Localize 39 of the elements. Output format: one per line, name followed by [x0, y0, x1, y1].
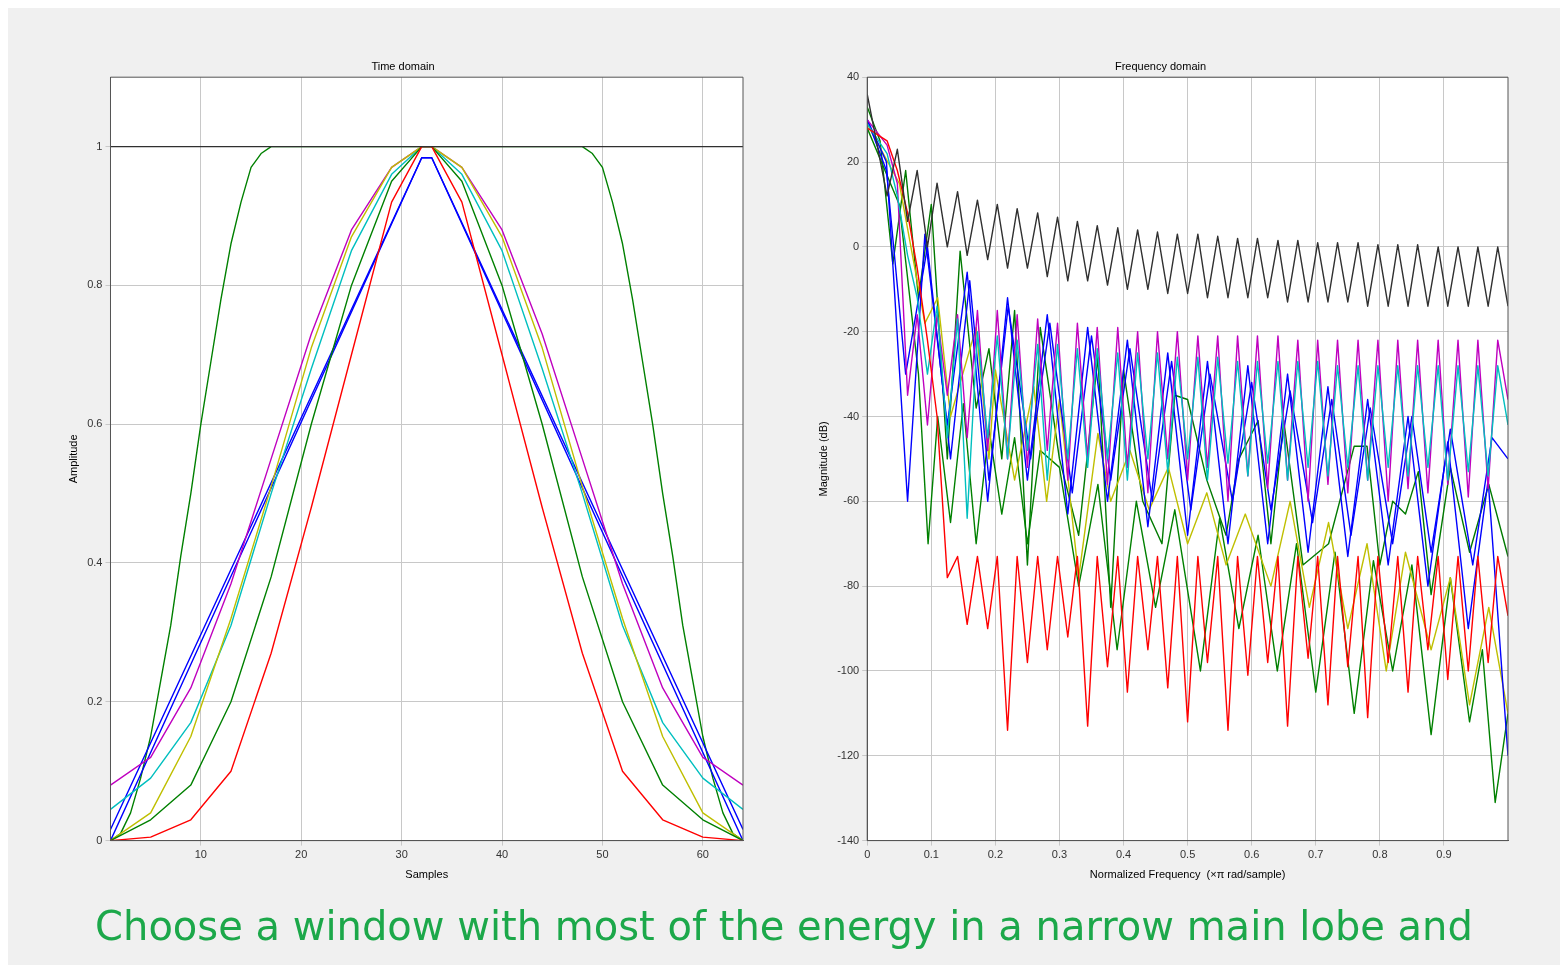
x-tick-label: 0.5	[1179, 848, 1196, 861]
x-axis-title: Samples	[405, 868, 449, 881]
x-tick-label: 0.3	[1051, 848, 1068, 861]
x-tick-label: 0.9	[1436, 848, 1452, 861]
x-tick-label: 0.7	[1308, 848, 1324, 861]
y-axis-title: Amplitude	[66, 434, 79, 484]
y-tick-label: 0.2	[87, 694, 103, 707]
y-tick-label: -80	[843, 579, 860, 592]
x-tick-label: 0.2	[987, 848, 1004, 861]
x-tick-label: 0.6	[1244, 848, 1260, 861]
y-tick-label: -20	[843, 324, 860, 337]
chart-title: Frequency domain	[1114, 59, 1207, 72]
y-tick-label: 40	[846, 70, 860, 83]
y-tick-label: 0.8	[87, 278, 103, 291]
x-tick-label: 60	[696, 848, 709, 861]
x-tick-label: 0	[864, 848, 871, 861]
x-tick-label: 40	[495, 848, 509, 861]
y-tick-label: -100	[837, 663, 860, 676]
y-tick-label: 1	[96, 139, 103, 152]
y-tick-label: 0.6	[87, 417, 103, 430]
y-tick-label: 0	[853, 239, 860, 252]
y-tick-label: -40	[843, 409, 860, 422]
y-tick-label: 20	[846, 155, 860, 168]
chart-title: Time domain	[371, 59, 435, 72]
x-axis-title: Normalized Frequency (×π rad/sample)	[1089, 868, 1286, 881]
y-tick-label: 0.4	[87, 556, 103, 569]
y-axis-title: Magnitude (dB)	[816, 421, 829, 497]
x-tick-label: 30	[395, 848, 408, 861]
x-tick-label: 0.4	[1115, 848, 1132, 861]
y-tick-label: -140	[837, 833, 860, 846]
y-tick-label: -60	[843, 494, 860, 507]
x-tick-label: 50	[596, 848, 609, 861]
x-tick-label: 10	[194, 848, 207, 861]
x-tick-label: 20	[295, 848, 308, 861]
x-tick-label: 0.1	[923, 848, 939, 861]
y-tick-label: -120	[837, 748, 860, 761]
x-tick-label: 0.8	[1372, 848, 1388, 861]
y-tick-label: 0	[96, 833, 103, 846]
text: Choose a window with most of the energy in a narrow main lobe and	[94, 903, 1474, 949]
